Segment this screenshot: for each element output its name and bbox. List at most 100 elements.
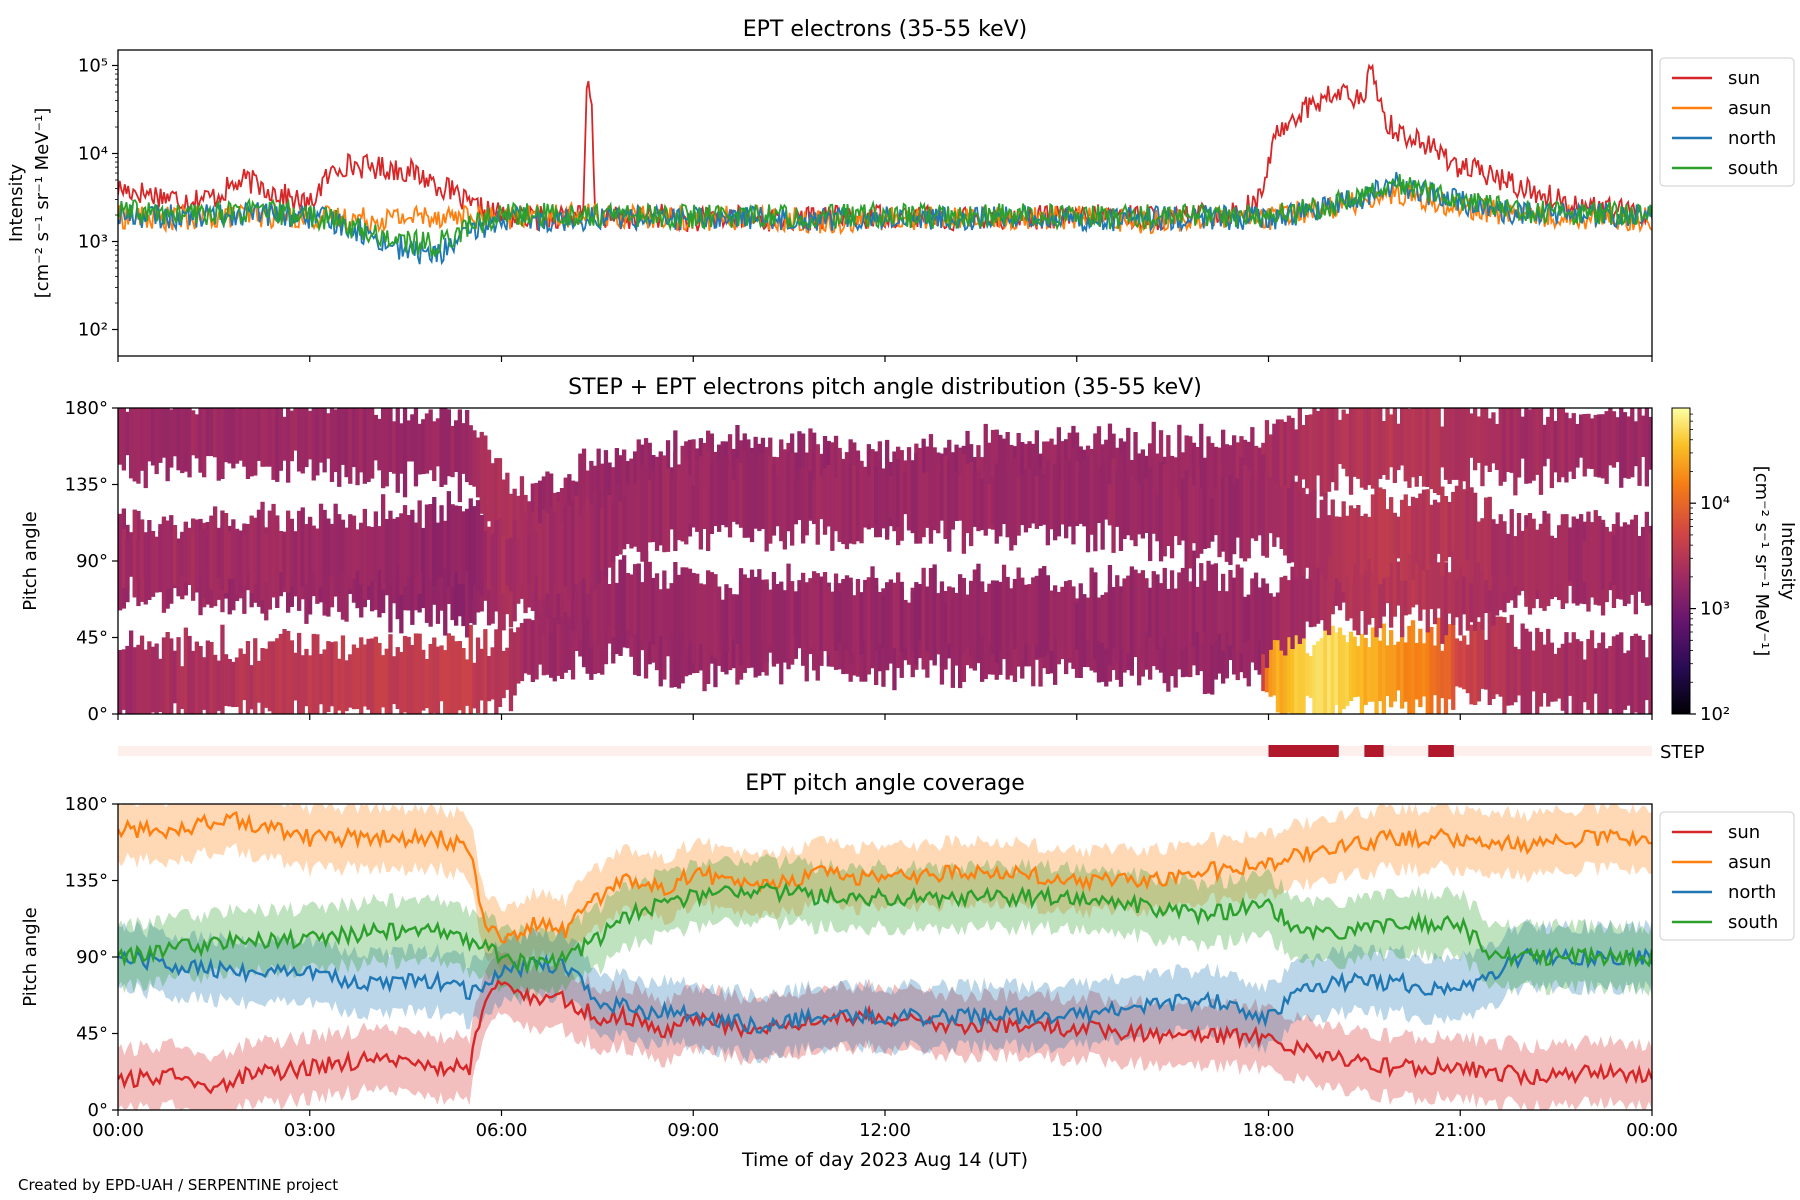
panel2-cell-north	[1326, 535, 1332, 636]
panel2-cell-south	[381, 494, 386, 591]
panel2-cell-north	[1202, 580, 1208, 632]
panel2-cell-asun	[1447, 408, 1452, 484]
panel2-cell-asun	[315, 408, 320, 476]
panel2-cell-south	[344, 527, 349, 577]
panel2-cell-south	[808, 471, 813, 519]
panel4-series-south	[118, 881, 1652, 973]
panel2-cell-north	[888, 579, 893, 664]
panel2-cell-south	[1341, 501, 1346, 593]
panel2-cell-north	[1261, 578, 1266, 655]
panel2-cell-asun	[1359, 408, 1365, 488]
panel2-cell-sun	[231, 661, 236, 708]
panel2-cell-south	[1104, 476, 1109, 520]
panel2-cell-sun	[1206, 592, 1211, 694]
panel2-cell-asun	[286, 408, 291, 483]
panel2-cell-asun	[1487, 418, 1492, 472]
panel2-cell-asun	[1264, 420, 1270, 503]
panel2-cell-sun	[242, 653, 247, 701]
panel2-cell-asun	[1589, 418, 1595, 469]
panel2-cell-south	[574, 495, 579, 585]
panel2-cell-south	[695, 459, 700, 532]
panel2-cell-asun	[446, 409, 451, 477]
panel2-cell-south	[738, 463, 744, 528]
panel2-cell-sun	[1337, 627, 1343, 714]
panel2-cell-south	[1246, 469, 1251, 559]
panel2-cell-south	[742, 450, 747, 538]
panel2-cell-north	[1049, 590, 1054, 651]
panel2-cell-asun	[1641, 415, 1646, 457]
panel2-cell-south	[1633, 514, 1638, 615]
panel2-cell-south	[1491, 519, 1496, 575]
panel2-cell-south	[125, 539, 130, 590]
panel2-cell-north	[994, 580, 999, 663]
panel2-cell-south	[1195, 467, 1200, 559]
panel2-cell-south	[589, 504, 594, 587]
panel2-cell-asun	[1451, 408, 1456, 480]
panel2-cell-sun	[176, 637, 181, 714]
panel4-legend-label-north: north	[1728, 882, 1776, 903]
panel2-cell-asun	[1104, 439, 1109, 510]
panel2-cell-sun	[264, 648, 269, 708]
panel2-cell-north	[786, 563, 791, 665]
panel2-cell-north	[651, 577, 656, 645]
panel2-cell-south	[417, 500, 422, 594]
panel2-cell-north	[1137, 573, 1142, 655]
panel2-cell-south	[1367, 516, 1372, 559]
panel1-title: EPT electrons (35-55 keV)	[743, 17, 1028, 42]
panel2-cell-sun	[1469, 624, 1474, 705]
panel2-cell-asun	[1425, 408, 1430, 487]
panel2-cell-sun	[727, 606, 733, 671]
panel2-cell-north	[958, 574, 963, 658]
panel2-cell-north	[1001, 564, 1007, 659]
panel2-cell-north	[629, 574, 634, 638]
panel2-y-tick-label: 45°	[76, 628, 108, 649]
panel4-y-tick-label: 180°	[65, 794, 108, 815]
panel2-cell-asun	[1436, 408, 1441, 496]
panel2-cell-north	[618, 559, 623, 656]
panel2-cell-south	[549, 506, 554, 607]
panel2-cell-asun	[1553, 420, 1558, 473]
panel2-cell-south	[1093, 451, 1098, 552]
panel2-cell-south	[611, 502, 616, 563]
panel2-cell-south	[654, 471, 660, 551]
panel2-cell-south	[337, 514, 342, 593]
panel2-cell-south	[790, 453, 795, 546]
panel2-cell-sun	[322, 649, 327, 714]
panel2-cell-sun	[1619, 632, 1624, 714]
panel2-cell-sun	[227, 659, 232, 707]
panel2-cell-north	[1042, 566, 1047, 657]
panel2-cell-sun	[450, 635, 455, 714]
panel2-cell-north	[863, 586, 868, 640]
panel2-cell-north	[1012, 578, 1018, 650]
panel2-cell-south	[1396, 516, 1401, 559]
x-axis-label: Time of day 2023 Aug 14 (UT)	[741, 1149, 1028, 1171]
panel2-cell-sun	[220, 624, 225, 714]
panel2-cell-north	[1169, 570, 1175, 644]
colorbar-tick-label: 10²	[1700, 704, 1730, 725]
panel2-cell-asun	[600, 463, 605, 529]
panel2-cell-south	[848, 463, 853, 544]
panel2-cell-south	[757, 453, 762, 532]
panel2-cell-north	[1480, 534, 1485, 630]
panel2-cell-north	[1235, 564, 1240, 651]
panel2-cell-north	[1308, 575, 1313, 628]
panel2-cell-south	[333, 503, 338, 597]
panel2-cell-south	[1356, 505, 1361, 571]
panel2-cell-south	[486, 526, 492, 590]
panel2-cell-south	[450, 504, 455, 588]
panel2-cell-sun	[1622, 653, 1628, 710]
panel2-cell-south	[1151, 487, 1156, 534]
panel2-cell-south	[859, 460, 864, 544]
panel2-cell-sun	[1279, 619, 1284, 714]
panel2-cell-sun	[717, 613, 722, 666]
panel2-cell-asun	[253, 408, 258, 476]
panel2-cell-north	[1111, 587, 1116, 649]
panel2-cell-asun	[1531, 408, 1536, 481]
panel2-cell-south	[1469, 487, 1474, 584]
panel2-cell-south	[662, 455, 667, 553]
panel2-cell-north	[1122, 578, 1127, 652]
panel2-cell-south	[483, 531, 488, 580]
panel2-cell-sun	[136, 644, 141, 714]
panel2-cell-north	[1140, 570, 1145, 663]
panel2-cell-north	[1389, 537, 1394, 628]
